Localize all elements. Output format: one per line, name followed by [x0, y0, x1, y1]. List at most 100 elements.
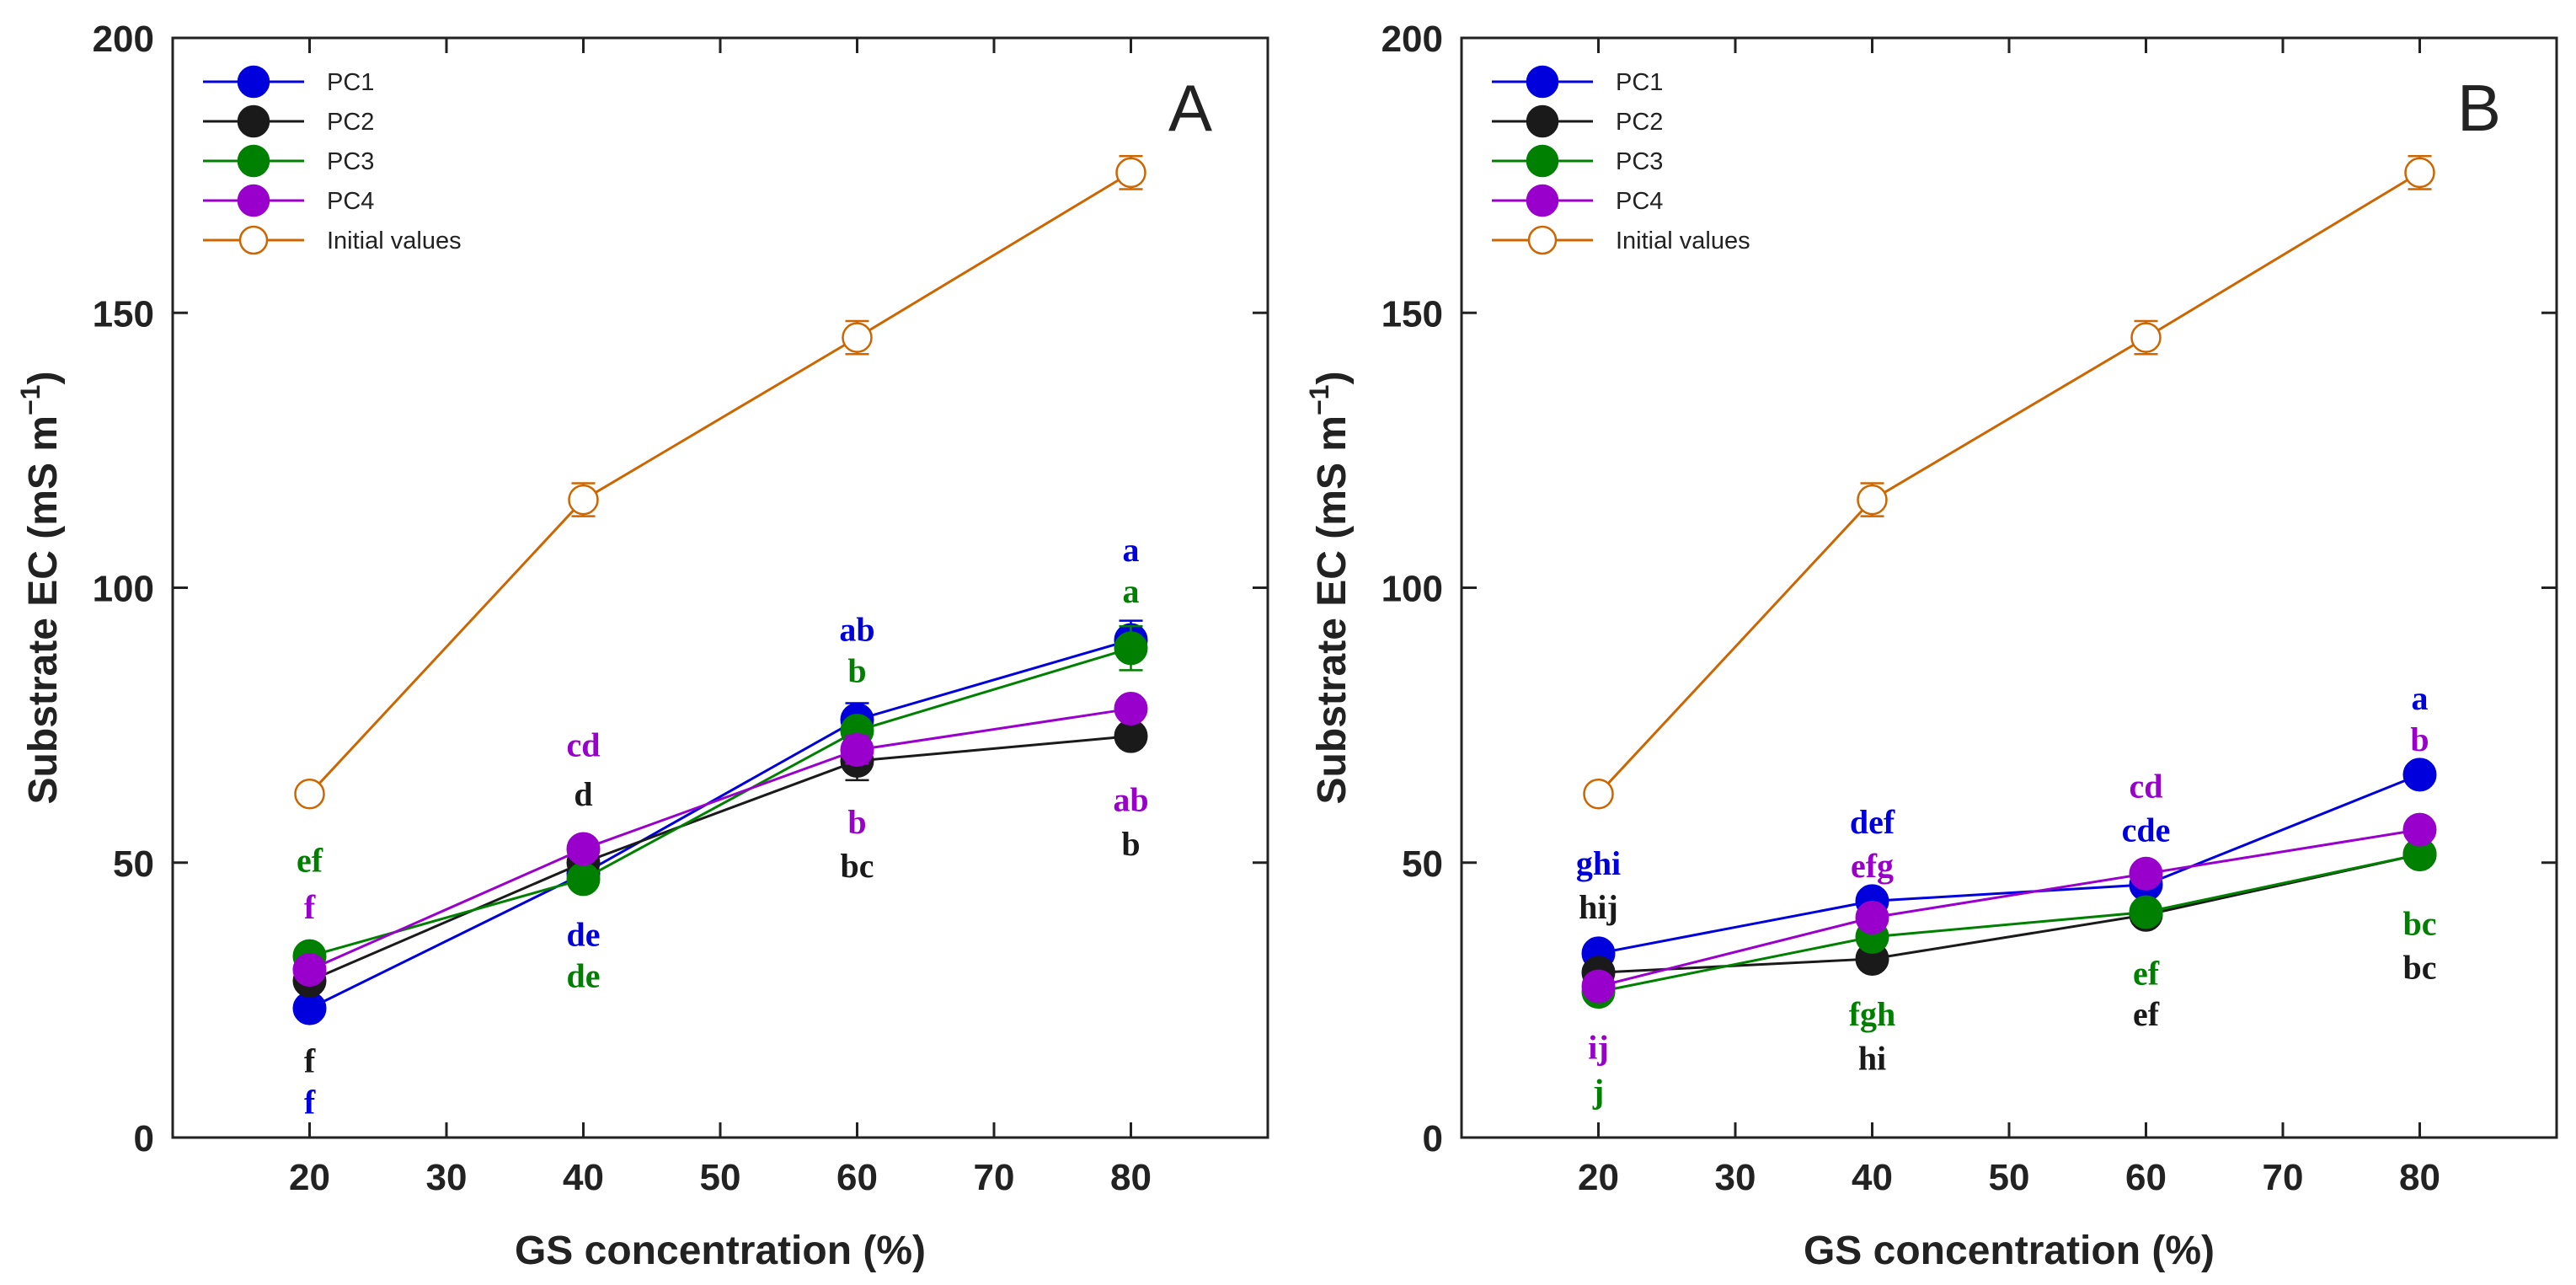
y-tick-label: 100	[93, 569, 154, 610]
panel-label: A	[1168, 71, 1212, 145]
y-tick-label: 0	[1423, 1118, 1443, 1159]
significance-letter: ij	[1588, 1028, 1608, 1066]
legend-marker	[1526, 65, 1559, 99]
significance-letter: b	[847, 803, 866, 841]
legend-label: Initial values	[327, 228, 462, 254]
significance-letter: cd	[567, 725, 601, 763]
y-tick-label: 50	[113, 843, 154, 885]
data-point	[566, 862, 601, 897]
x-axis-title: GS concentration (%)	[515, 1229, 926, 1273]
significance-letter: ghi	[1576, 844, 1621, 882]
series-line	[308, 171, 1132, 795]
legend-label: Initial values	[1616, 228, 1750, 254]
series-line	[308, 735, 1131, 982]
series-line	[1598, 853, 2420, 974]
significance-letter: f	[304, 1084, 316, 1122]
x-tick-label: 40	[563, 1157, 604, 1198]
legend-marker	[1526, 104, 1559, 138]
significance-letter: hi	[1858, 1039, 1886, 1077]
y-axis-title: Substrate EC (mS m−1)	[15, 372, 66, 805]
series-pc4	[1581, 812, 2437, 1004]
data-point	[1857, 484, 1888, 516]
series-initial-values	[1583, 155, 2435, 810]
y-tick-label: 50	[1402, 843, 1443, 885]
significance-letter: efg	[1851, 847, 1894, 885]
significance-letter: bc	[2403, 949, 2437, 987]
y-tick-label: 0	[134, 1118, 154, 1159]
series-pc2	[1581, 837, 2437, 990]
significance-letter: j	[1592, 1073, 1604, 1111]
y-axis-title-close: )	[21, 372, 66, 385]
data-point	[294, 778, 325, 810]
x-tick-label: 70	[2263, 1157, 2304, 1198]
y-axis-title-close: )	[1310, 372, 1355, 385]
significance-letter: bc	[841, 847, 874, 885]
series-pc4	[292, 692, 1148, 987]
data-point	[1583, 778, 1614, 810]
data-point	[2130, 322, 2162, 353]
significance-letter: d	[574, 775, 592, 813]
series-line	[1598, 773, 2421, 955]
x-tick-label: 30	[426, 1157, 468, 1198]
data-point	[1115, 157, 1146, 189]
significance-letter: f	[304, 888, 316, 926]
data-point	[1581, 969, 1616, 1004]
x-tick-label: 70	[974, 1157, 1015, 1198]
data-point	[1114, 631, 1148, 666]
y-tick-label: 150	[93, 293, 154, 335]
data-point	[2129, 895, 2163, 929]
significance-letter: ef	[2133, 954, 2160, 992]
data-point	[2129, 856, 2163, 891]
data-point	[842, 322, 873, 353]
legend-marker	[1526, 144, 1559, 178]
legend-marker	[1526, 184, 1559, 217]
significance-letter: b	[847, 651, 866, 689]
significance-letter: def	[1850, 803, 1895, 841]
legend-marker	[237, 104, 270, 138]
data-point	[840, 732, 874, 767]
significance-letter: ab	[839, 610, 874, 648]
x-tick-label: 80	[1110, 1157, 1152, 1198]
y-axis-title-superscript: −1	[15, 385, 45, 415]
legend: PC1 PC2 PC3 PC4 Initial values	[1492, 65, 1750, 255]
legend-label: PC4	[1616, 188, 1663, 215]
legend: PC1 PC2 PC3 PC4 Initial values	[203, 65, 462, 255]
series-line	[309, 646, 1131, 958]
significance-letter: hij	[1579, 888, 1618, 926]
data-point	[2402, 758, 2437, 792]
series-line	[308, 707, 1131, 972]
legend-label: PC3	[327, 148, 374, 175]
legend-marker	[237, 65, 270, 99]
series-pc2	[292, 719, 1148, 999]
series-line	[308, 639, 1131, 1010]
x-tick-label: 60	[2125, 1157, 2167, 1198]
significance-letter: a	[1123, 572, 1140, 610]
legend-label: PC4	[327, 188, 374, 215]
legend-marker	[237, 144, 270, 178]
significance-letter: b	[1121, 825, 1140, 863]
series-line	[1598, 853, 2420, 993]
data-point	[2402, 812, 2437, 847]
data-point	[566, 832, 601, 866]
x-tick-label: 60	[836, 1157, 878, 1198]
y-axis-title-superscript: −1	[1304, 385, 1334, 415]
y-tick-label: 200	[93, 19, 154, 60]
legend-marker	[238, 225, 269, 255]
x-tick-label: 20	[1578, 1157, 1619, 1198]
x-tick-label: 80	[2399, 1157, 2440, 1198]
significance-letter: f	[304, 1042, 316, 1080]
legend-marker	[237, 184, 270, 217]
significance-letter: de	[567, 916, 601, 954]
x-tick-label: 20	[289, 1157, 330, 1198]
series-initial-values	[294, 155, 1146, 810]
y-tick-label: 150	[1382, 293, 1443, 335]
series-line	[1598, 828, 2420, 988]
y-axis-title-main: Substrate EC (mS m	[1310, 415, 1355, 804]
legend-label: PC1	[327, 69, 374, 96]
x-axis-title: GS concentration (%)	[1804, 1229, 2215, 1273]
data-point	[1114, 692, 1148, 726]
significance-letter: de	[567, 957, 601, 995]
significance-letter: a	[2412, 679, 2429, 717]
x-tick-label: 50	[1989, 1157, 2030, 1198]
